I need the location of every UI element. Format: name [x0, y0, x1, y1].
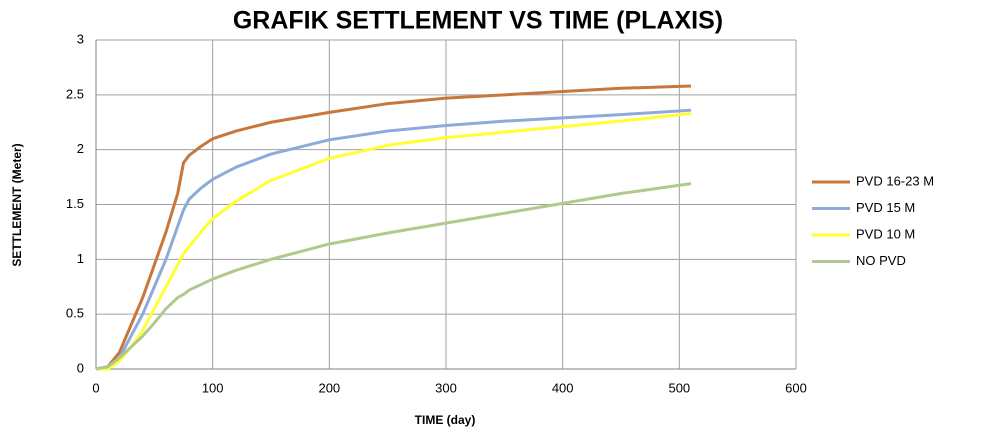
legend-label: PVD 16-23 M [856, 173, 934, 188]
y-tick-label: 1.5 [66, 196, 84, 211]
y-tick-label: 2 [77, 141, 84, 156]
legend-label: PVD 10 M [856, 226, 915, 241]
x-tick-label: 200 [318, 380, 340, 395]
series-line [95, 84, 692, 371]
x-axis-label: TIME (day) [415, 413, 476, 427]
series-line [96, 111, 692, 371]
y-axis-label: SETTLEMENT (Meter) [10, 143, 24, 266]
series-line [95, 108, 692, 371]
legend-label: PVD 15 M [856, 200, 915, 215]
y-tick-label: 0.5 [66, 306, 84, 321]
x-tick-label: 500 [668, 380, 690, 395]
series-line [95, 182, 692, 371]
chart-title: GRAFIK SETTLEMENT VS TIME (PLAXIS) [233, 7, 723, 35]
y-tick-label: 2.5 [66, 86, 84, 101]
y-tick-label: 1 [77, 251, 84, 266]
legend-label: NO PVD [856, 253, 906, 268]
y-tick-label: 3 [77, 31, 84, 46]
x-tick-label: 300 [435, 380, 457, 395]
x-tick-label: 400 [552, 380, 574, 395]
x-tick-label: 100 [202, 380, 224, 395]
x-tick-label: 600 [785, 380, 807, 395]
y-tick-label: 0 [77, 360, 84, 375]
x-tick-label: 0 [92, 380, 99, 395]
